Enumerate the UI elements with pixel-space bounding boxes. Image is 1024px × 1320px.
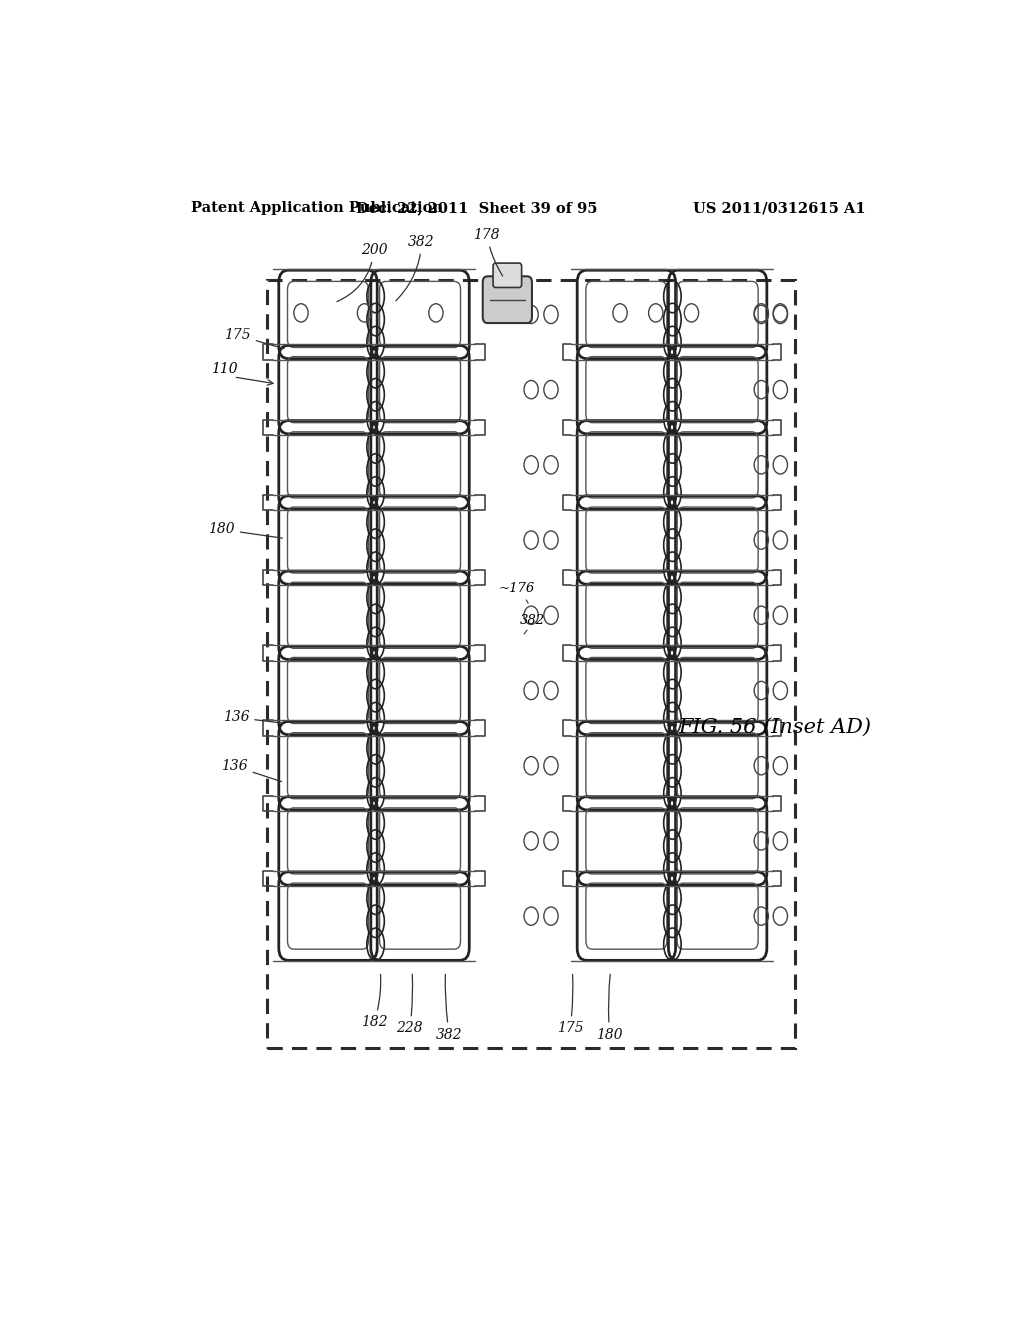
- Text: 175: 175: [224, 329, 284, 348]
- Text: 182: 182: [360, 974, 387, 1030]
- Text: Patent Application Publication: Patent Application Publication: [191, 201, 443, 215]
- Text: 180: 180: [596, 974, 623, 1041]
- Text: 175: 175: [557, 974, 584, 1035]
- Text: 110: 110: [212, 362, 239, 376]
- Text: Dec. 22, 2011  Sheet 39 of 95: Dec. 22, 2011 Sheet 39 of 95: [356, 201, 598, 215]
- Text: 200: 200: [337, 243, 387, 302]
- Text: 136: 136: [222, 710, 284, 725]
- Text: 382: 382: [436, 974, 463, 1041]
- Bar: [267, 280, 795, 1048]
- Text: US 2011/0312615 A1: US 2011/0312615 A1: [693, 201, 866, 215]
- Text: 382: 382: [520, 614, 546, 627]
- Text: 178: 178: [473, 227, 503, 276]
- Text: 382: 382: [396, 235, 435, 301]
- Text: FIG. 56 (Inset AD): FIG. 56 (Inset AD): [678, 718, 871, 737]
- FancyBboxPatch shape: [482, 276, 531, 323]
- Text: 180: 180: [208, 523, 283, 539]
- Text: 228: 228: [396, 974, 423, 1035]
- FancyBboxPatch shape: [494, 263, 521, 288]
- Text: ~176: ~176: [499, 582, 535, 595]
- Text: 136: 136: [221, 759, 282, 781]
